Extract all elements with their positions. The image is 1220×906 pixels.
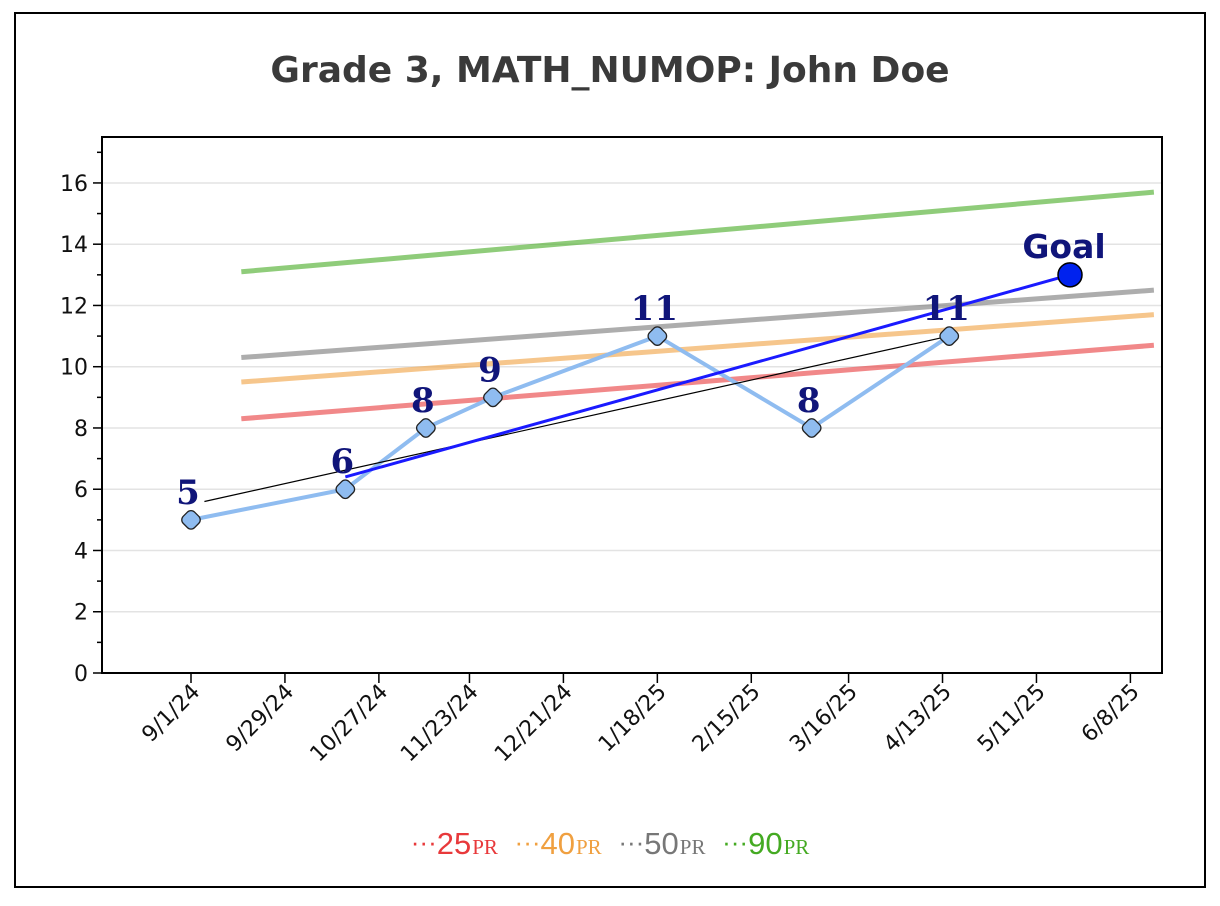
score-label: 9 [478,350,502,390]
legend: ···25PR ···40PR ···50PR ···90PR [0,826,1220,862]
x-tick-label: 6/8/25 [1077,680,1145,748]
chart-title: Grade 3, MATH_NUMOP: John Doe [270,50,950,91]
score-label: 11 [631,289,678,329]
goal-line [344,273,1071,479]
chart-frame [14,12,1206,888]
legend-suffix: PR [472,835,498,859]
score-point [483,387,503,408]
legend-value: 40 [540,826,575,861]
legend-entry-50pr: ···50PR [618,826,705,862]
x-tick-label: 1/18/25 [594,680,672,758]
legend-suffix: PR [576,835,602,859]
goal-label: Goal [1022,227,1105,266]
y-tick-label: 6 [74,478,88,503]
percentile-line-50pr [241,287,1155,361]
legend-suffix: PR [783,835,810,859]
legend-entry-40pr: ···40PR [515,826,602,862]
y-tick-label: 14 [60,233,88,258]
x-tick-label: 3/16/25 [785,680,863,758]
y-tick-label: 16 [60,172,88,197]
y-tick-label: 12 [60,294,88,319]
x-tick-label: 9/1/24 [137,680,205,748]
legend-entry-90pr: ···90PR [722,826,809,862]
score-point [647,326,668,346]
x-tick-label: 5/11/25 [973,680,1051,758]
x-tick-label: 4/13/25 [879,680,957,758]
plot-frame [101,136,1163,674]
legend-value: 25 [436,826,472,861]
y-tick-label: 0 [74,662,88,687]
score-point [939,326,960,346]
y-tick-label: 8 [74,417,88,442]
y-tick-label: 2 [74,601,88,626]
legend-dots: ··· [618,827,645,857]
goal-point [1057,262,1083,288]
y-tick-label: 10 [60,356,88,381]
score-point [415,418,436,438]
score-label: 6 [330,442,354,482]
trend-line [204,335,950,503]
legend-suffix: PR [679,835,706,859]
legend-value: 90 [748,826,783,861]
score-label: 8 [411,381,435,421]
legend-dots: ··· [410,827,437,857]
legend-dots: ··· [722,827,749,857]
score-label: 11 [923,289,970,329]
x-tick-label: 2/15/25 [688,680,766,758]
legend-value: 50 [644,826,679,861]
percentile-line-90pr [241,189,1155,275]
legend-dots: ··· [514,827,541,857]
score-label: 8 [797,381,821,421]
x-tick-label: 9/29/24 [222,680,300,758]
x-tick-label: 12/21/24 [490,680,578,768]
x-tick-label: 11/23/24 [396,680,484,768]
y-tick-label: 4 [74,539,88,564]
score-point [801,418,822,438]
percentile-line-25pr [241,342,1155,422]
x-tick-label: 10/27/24 [306,680,394,768]
score-label: 5 [176,473,200,513]
score-point [335,479,356,500]
score-point [181,509,201,530]
legend-entry-25pr: ···25PR [411,826,498,862]
percentile-line-40pr [241,312,1155,385]
